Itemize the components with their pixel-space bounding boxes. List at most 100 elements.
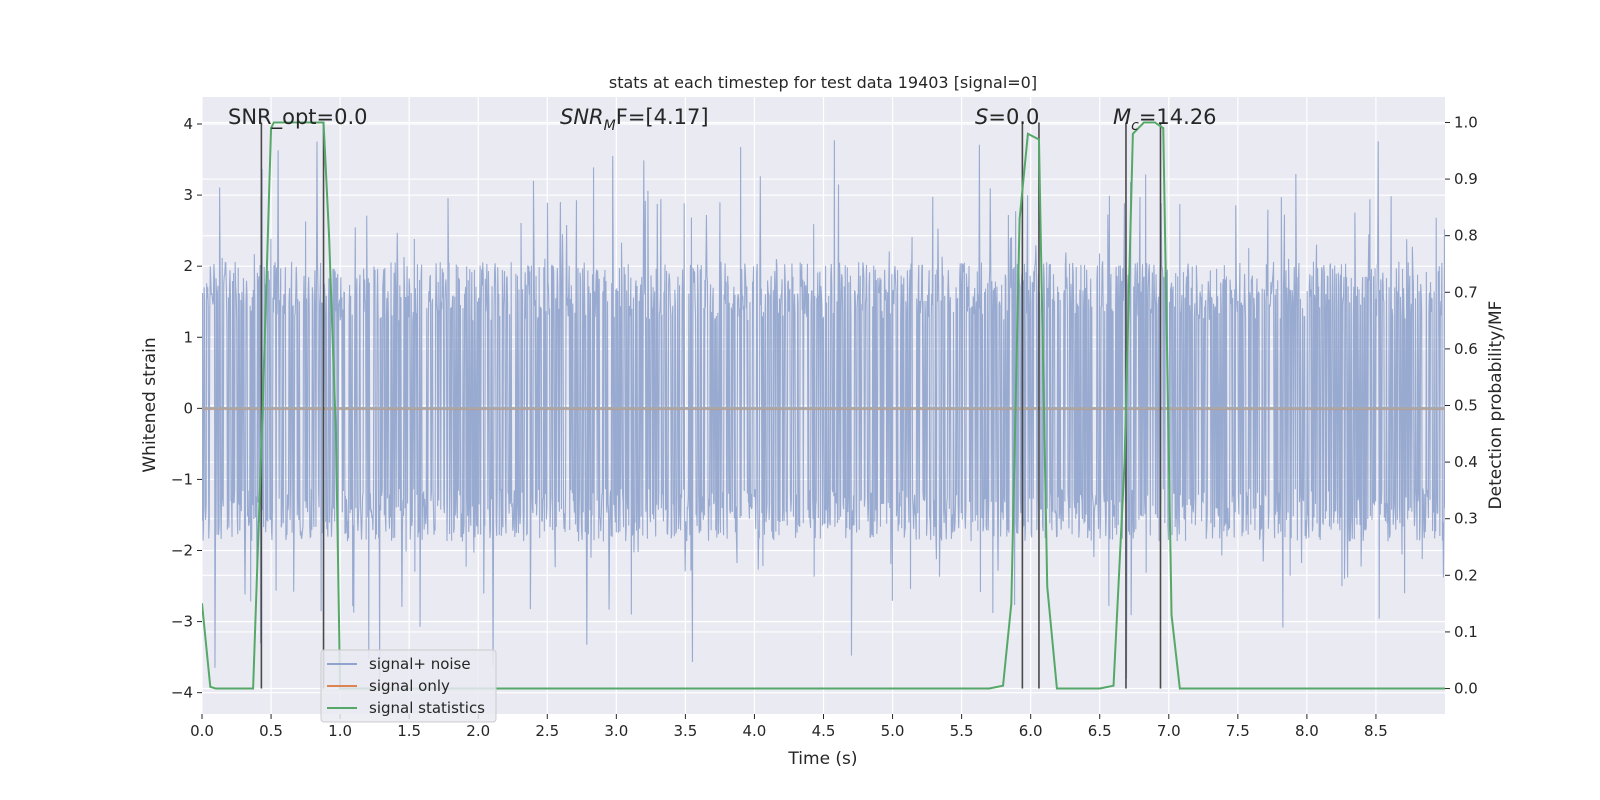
signal-statistics-point (1098, 687, 1101, 690)
left-y-tick-label: 3 (183, 186, 193, 204)
x-tick-label: 5.0 (881, 722, 905, 740)
signal-statistics-point (261, 404, 264, 407)
signal-statistics-point (988, 687, 991, 690)
x-tick-label: 3.5 (673, 722, 697, 740)
x-tick-label: 4.0 (743, 722, 767, 740)
mc-symbol: M (1113, 105, 1131, 129)
signal-statistics-point (322, 121, 325, 124)
x-tick-label: 8.0 (1295, 722, 1319, 740)
chart-title: stats at each timestep for test data 194… (609, 73, 1037, 92)
x-tick-label: 5.5 (950, 722, 974, 740)
signal-statistics-point (289, 121, 292, 124)
mc-annotation: Mc=14.26 (1113, 105, 1217, 134)
x-tick-label: 1.0 (328, 722, 352, 740)
x-tick-label: 6.5 (1088, 722, 1112, 740)
left-y-tick-label: 1 (183, 328, 193, 346)
left-y-tick-label: −4 (171, 684, 193, 702)
snr-mf-symbol: SNR (560, 105, 604, 129)
mc-subscript: c (1131, 118, 1139, 134)
x-tick-label: 7.5 (1226, 722, 1250, 740)
snr-opt-annotation: SNR_opt=0.0 (228, 105, 368, 130)
signal-statistics-point (1046, 585, 1049, 588)
right-y-tick-label: 0.0 (1454, 680, 1478, 698)
x-tick-label: 4.5 (812, 722, 836, 740)
signal-statistics-point (1188, 687, 1191, 690)
signal-statistics-point (1002, 684, 1004, 687)
legend-entries: signal+ noise signal only signal statistic… (327, 655, 485, 717)
left-y-tick-label: −2 (171, 542, 193, 560)
signal-statistics-point (1132, 132, 1134, 135)
left-y-tick-label: 2 (183, 257, 193, 275)
detection-markers (260, 122, 1162, 689)
x-axis-ticks: 0.0 0.5 1.0 1.5 2.0 2.5 3.0 3.5 4.0 4.5 5.0 5.5 6.0 6… (190, 714, 1388, 740)
left-y-tick-label: 4 (183, 115, 193, 133)
x-tick-label: 1.5 (397, 722, 421, 740)
signal-statistics-point (226, 687, 228, 690)
x-tick-label: 0.0 (190, 722, 214, 740)
legend-label: signal only (369, 677, 450, 695)
right-y-tick-label: 0.1 (1454, 623, 1478, 641)
signal-statistics-point (1123, 461, 1126, 463)
snr-mf-annotation: SNRMF=[4.17] (560, 105, 709, 134)
signal-statistics-point (1112, 684, 1115, 687)
legend-box (320, 649, 497, 723)
x-tick-label: 2.0 (466, 722, 490, 740)
signal-statistics-point (270, 127, 272, 129)
right-y-tick-label: 0.3 (1454, 510, 1478, 528)
s-annotation: S=0.0 (975, 105, 1039, 129)
left-y-axis-ticks: 4 3 2 1 0 −1 −2 −3 −4 (171, 115, 202, 702)
legend: signal+ noise signal only signal statistic… (320, 649, 497, 723)
signal-statistics-point (273, 121, 275, 124)
snr-mf-value: F=[4.17] (616, 105, 709, 129)
right-y-tick-label: 0.8 (1454, 227, 1478, 245)
signal-statistics-point (1154, 121, 1156, 124)
x-tick-label: 0.5 (259, 722, 283, 740)
s-value: =0.0 (988, 105, 1039, 129)
right-y-tick-label: 0.4 (1454, 453, 1478, 471)
signal-statistics-point (1056, 687, 1058, 690)
right-y-tick-label: 1.0 (1454, 113, 1478, 131)
right-y-tick-label: 0.7 (1454, 283, 1478, 301)
signal-statistics-point (1027, 132, 1029, 135)
signal-statistics-point (300, 121, 303, 124)
right-y-tick-label: 0.6 (1454, 340, 1478, 358)
snr-mf-subscript: M (604, 118, 616, 134)
noise-series (202, 140, 1445, 679)
signal-statistics-point (311, 121, 314, 124)
x-tick-label: 2.5 (535, 722, 559, 740)
signal-statistics-point (1038, 138, 1040, 141)
signal-statistics-point (1444, 687, 1445, 690)
signal-statistics-point (1018, 217, 1021, 220)
right-y-tick-label: 0.2 (1454, 566, 1478, 584)
signal-statistics-point (242, 687, 245, 690)
s-symbol: S (975, 105, 988, 129)
left-y-tick-label: 0 (183, 399, 193, 417)
noise-trace (202, 140, 1445, 679)
signal-statistics-point (1179, 687, 1181, 690)
signal-statistics-point (335, 433, 337, 435)
legend-label: signal statistics (369, 699, 485, 717)
signal-statistics-point (1071, 687, 1073, 690)
signal-statistics-point (252, 687, 254, 690)
x-tick-label: 3.0 (604, 722, 628, 740)
signal-statistics-point (1170, 614, 1173, 616)
signal-statistics-point (1162, 127, 1165, 129)
signal-statistics-point (215, 687, 217, 690)
mc-value: =14.26 (1139, 105, 1217, 129)
left-y-tick-label: −3 (171, 613, 193, 631)
signal-statistics-line (202, 121, 1445, 690)
right-y-tick-label: 0.9 (1454, 170, 1478, 188)
right-y-axis-label: Detection probability/MF (1486, 301, 1506, 510)
signal-statistics-point (328, 234, 330, 237)
left-y-tick-label: −1 (171, 470, 193, 488)
signal-statistics-point (202, 602, 203, 605)
signal-statistics-point (209, 686, 212, 688)
x-axis-label: Time (s) (787, 749, 857, 769)
signal-statistics-point (1010, 602, 1013, 605)
left-y-axis-label: Whitened strain (140, 337, 160, 472)
signal-statistics-point (1143, 121, 1145, 124)
x-tick-label: 7.0 (1157, 722, 1181, 740)
right-y-axis-ticks: 1.0 0.9 0.8 0.7 0.6 0.5 0.4 0.3 0.2 0.1 0.0 (1445, 113, 1478, 698)
signal-statistics-point (278, 121, 281, 124)
